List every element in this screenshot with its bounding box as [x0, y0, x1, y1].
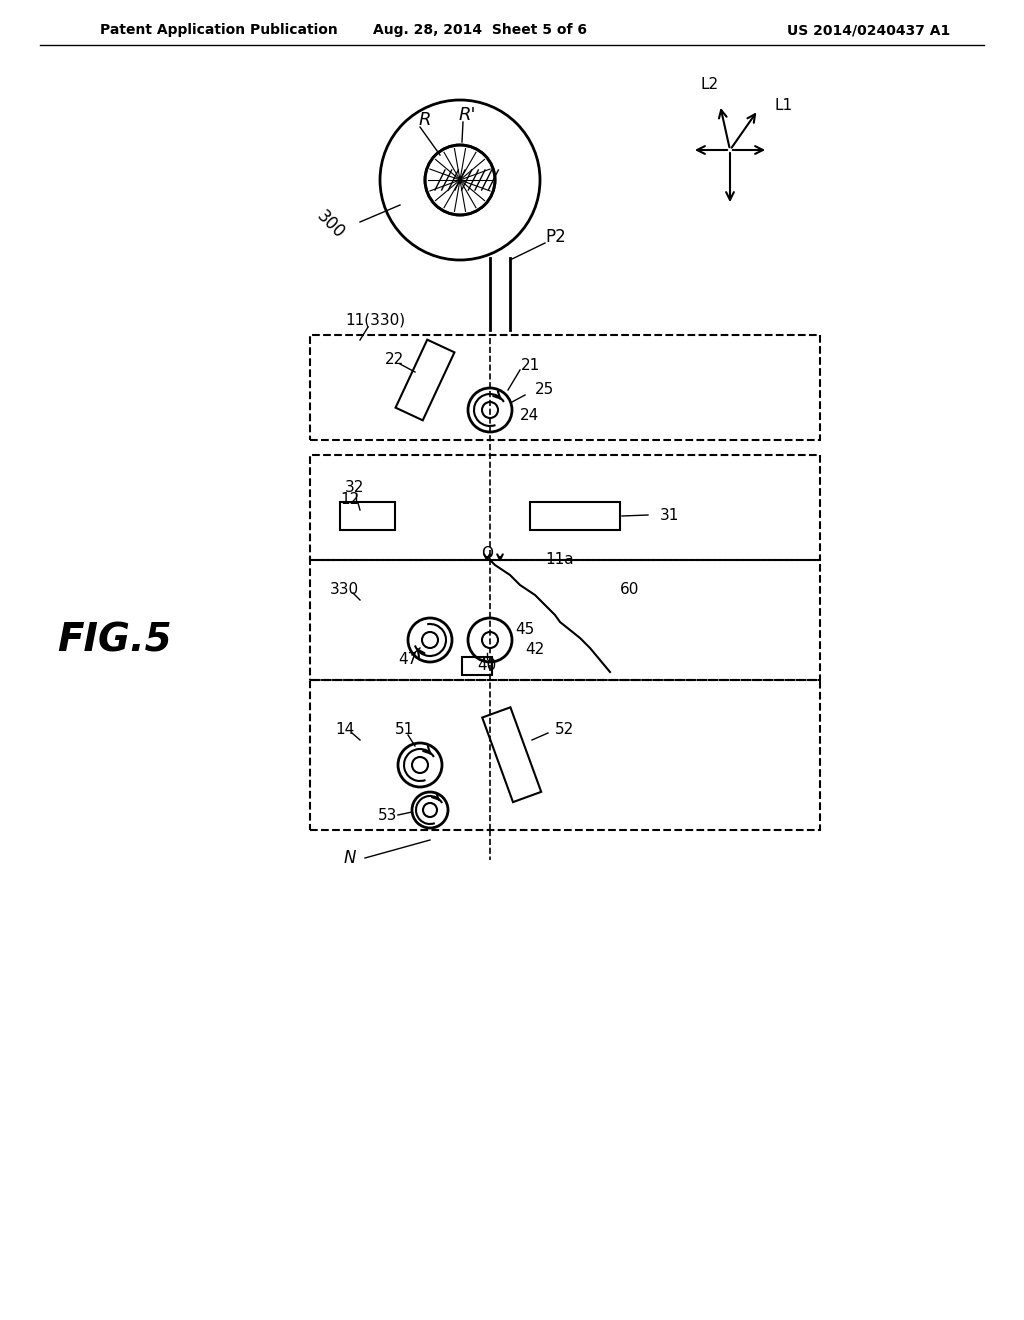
Bar	[530, 502, 620, 531]
Text: 14: 14	[335, 722, 354, 738]
Bar	[310, 455, 820, 560]
Text: 11a: 11a	[545, 553, 573, 568]
Text: FIG.5: FIG.5	[57, 620, 172, 659]
Bar	[310, 680, 820, 830]
Text: 60: 60	[620, 582, 639, 598]
Text: N: N	[344, 849, 356, 867]
Text: 42: 42	[525, 643, 544, 657]
Text: 31: 31	[660, 507, 679, 523]
Text: P2: P2	[546, 228, 566, 246]
Text: L1: L1	[775, 98, 794, 112]
FancyBboxPatch shape	[482, 708, 542, 803]
Text: L2: L2	[701, 77, 719, 92]
Bar	[340, 502, 395, 531]
Text: R': R'	[459, 106, 476, 124]
Text: 53: 53	[378, 808, 397, 822]
Text: Aug. 28, 2014  Sheet 5 of 6: Aug. 28, 2014 Sheet 5 of 6	[373, 22, 587, 37]
Text: Q: Q	[481, 546, 493, 561]
Text: 51: 51	[395, 722, 415, 738]
Text: 11(330): 11(330)	[345, 313, 406, 327]
Text: 330: 330	[330, 582, 359, 598]
Text: R: R	[419, 111, 431, 129]
Text: 47: 47	[398, 652, 418, 668]
Text: 24: 24	[520, 408, 540, 422]
Bar	[310, 335, 820, 440]
Text: 12: 12	[340, 492, 359, 507]
Text: 21: 21	[520, 358, 540, 372]
Text: 52: 52	[555, 722, 574, 738]
Text: Patent Application Publication: Patent Application Publication	[100, 22, 338, 37]
Text: 40: 40	[477, 657, 497, 672]
Text: 25: 25	[535, 383, 554, 397]
Bar	[462, 657, 492, 675]
Bar	[310, 560, 820, 680]
Text: 45: 45	[515, 623, 535, 638]
Text: 32: 32	[344, 480, 364, 495]
FancyBboxPatch shape	[395, 339, 455, 420]
Text: 22: 22	[385, 352, 404, 367]
Text: US 2014/0240437 A1: US 2014/0240437 A1	[786, 22, 950, 37]
Text: 300: 300	[312, 207, 347, 243]
